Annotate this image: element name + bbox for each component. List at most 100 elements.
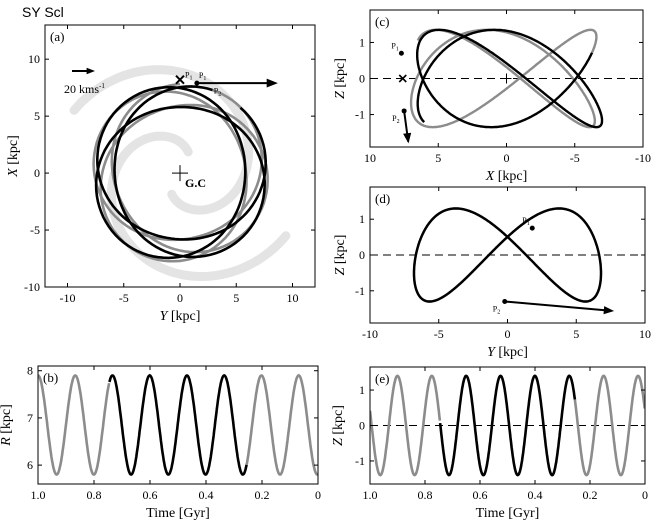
y-axis-unit: [kpc] (333, 58, 348, 91)
x-tick-label: -5 (570, 151, 580, 165)
velocity-arrow-line (504, 300, 608, 312)
series-past-late (245, 373, 318, 476)
y-axis-label: Z [kpc] (333, 235, 348, 276)
panel-label: (b) (43, 370, 58, 385)
label-p1-a-sub: 1 (189, 76, 192, 82)
y-tick-label: 1 (359, 35, 365, 49)
y-axis-label: X [kpc] (6, 135, 21, 178)
y-axis-unit: [kpc] (331, 405, 346, 438)
y-tick-label: 0 (359, 72, 365, 86)
y-axis-var: Z (331, 438, 346, 446)
y-tick-label: -1 (355, 108, 365, 122)
x-tick-label: 5 (233, 291, 239, 305)
plot-area (38, 373, 318, 476)
x-axis-unit: [kpc] (494, 169, 527, 184)
y-tick-label: 7 (27, 411, 33, 425)
x-tick-label: 0 (177, 291, 183, 305)
y-tick-label: -5 (30, 223, 40, 237)
scale-label: 20 kms-1 (64, 82, 105, 96)
x-tick-label: 0 (505, 327, 511, 341)
orbit-loop (95, 85, 268, 241)
x-tick-label: 10 (364, 151, 376, 165)
plot-area (370, 374, 645, 477)
label-p2-main: P (214, 86, 219, 95)
figure-title: SY Scl (22, 4, 64, 20)
series-recent (438, 374, 577, 477)
x-axis-var: Y (487, 345, 497, 360)
y-tick-label: 1 (359, 212, 365, 226)
label-p1: P1 (522, 216, 529, 227)
panel-e-height-vs-time: 1.0 0.8 0.6 0.4 0.2 0 -1 0 1 Time [Gyr] Z [kpc] (e) (331, 366, 648, 521)
y-axis-label: Z [kpc] (331, 405, 346, 446)
x-tick-label: 0.6 (143, 488, 158, 502)
x-tick-label: -10 (635, 151, 651, 165)
scale-arrow-head (86, 67, 95, 75)
velocity-arrow-head (403, 132, 412, 144)
x-axis-unit: [kpc] (167, 309, 200, 324)
label-p1-b: P1 (199, 71, 206, 82)
x-axis-label: Time [Gyr] (476, 506, 540, 521)
x-tick-label: -5 (119, 291, 129, 305)
x-tick-label: 1.0 (363, 488, 378, 502)
x-tick-label: 0 (504, 151, 510, 165)
x-axis-label: X [kpc] (485, 169, 528, 184)
y-tick-label: 0 (359, 248, 365, 262)
label-p2-sub: 2 (218, 91, 221, 97)
y-axis-unit: [kpc] (333, 235, 348, 268)
panel-label: (d) (375, 191, 390, 206)
label-p2: P2 (493, 305, 500, 316)
y-tick-label: -1 (355, 284, 365, 298)
label-p1-a-main: P (185, 71, 190, 80)
label-p1-b-main: P (199, 71, 204, 80)
orbit-past (409, 28, 598, 129)
spiral-arm (106, 131, 291, 282)
panel-label: (e) (375, 371, 389, 386)
label-p2: P2 (392, 114, 399, 125)
series-recent (108, 373, 248, 476)
y-axis-label: R [kpc] (0, 404, 14, 447)
spiral-arm (69, 65, 254, 215)
series-past-early (370, 374, 442, 477)
sun-position-marker (398, 74, 407, 83)
x-tick-label: 0.8 (87, 488, 102, 502)
y-tick-label: -10 (24, 280, 40, 294)
label-p1-sub: 1 (527, 221, 530, 227)
label-p1-b-sub: 1 (203, 76, 206, 82)
x-axis-unit: [kpc] (495, 345, 528, 360)
plot-frame (37, 365, 319, 485)
sun-position-marker (175, 74, 185, 85)
y-axis-unit: [kpc] (6, 135, 21, 168)
y-axis-var: Z (333, 267, 348, 275)
x-tick-label: 5 (435, 151, 441, 165)
x-tick-label: 0.2 (255, 488, 270, 502)
y-tick-label: 8 (27, 364, 33, 378)
x-tick-label: 0 (315, 488, 321, 502)
label-p2-main: P (493, 305, 498, 314)
panel-label: (a) (50, 29, 64, 44)
x-axis-var: X (485, 169, 495, 184)
y-tick-label: 10 (28, 52, 40, 66)
x-tick-label: 1.0 (31, 488, 46, 502)
galactic-centre-marker (501, 73, 512, 84)
label-p1-main: P (522, 216, 527, 225)
orbit-loop (94, 105, 247, 260)
label-p1-sub: 1 (396, 46, 399, 52)
x-tick-label: -10 (60, 291, 76, 305)
x-tick-label: 10 (639, 327, 651, 341)
y-axis-var: X (6, 168, 21, 178)
galactic-centre-label: G.C (185, 176, 206, 190)
series-past-early (38, 374, 111, 476)
label-p2-sub: 2 (497, 310, 500, 316)
plot-area (370, 207, 645, 303)
point-p1 (529, 225, 535, 231)
x-tick-label: 0.8 (418, 488, 433, 502)
label-p2-sub: 2 (397, 119, 400, 125)
x-tick-label: 0 (642, 488, 648, 502)
panel-label: (c) (375, 14, 389, 29)
y-tick-label: -1 (355, 454, 365, 468)
x-axis-var: Y (160, 309, 170, 324)
label-p1: P1 (391, 41, 398, 52)
